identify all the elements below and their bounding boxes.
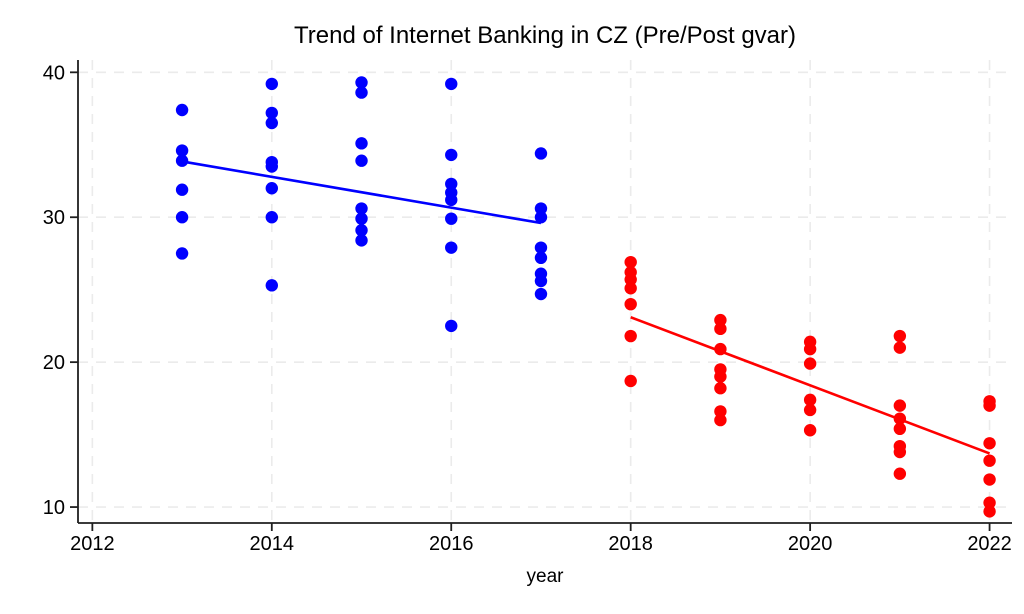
post-gvar-observations-point [893,341,907,354]
pre-gvar-observations-point [175,144,189,157]
pre-gvar-observations-point [355,76,368,89]
pre-gvar-observations-point [265,160,278,173]
post-gvar-observations-point [893,445,907,459]
post-gvar-observations-point [624,255,637,269]
pre-gvar-observations-point [175,247,189,260]
post-gvar-observations-point [983,454,996,467]
post-gvar-observations-point [714,313,727,327]
pre-gvar-observations-point [445,212,458,225]
post-gvar-observations-point [983,437,996,450]
post-gvar-observations-point [983,496,996,509]
post-gvar-observations-point [714,382,727,395]
pre-gvar-observations-point [534,211,548,224]
post-gvar-observations-point [624,273,637,286]
pre-gvar-observations-point [534,241,548,254]
pre-gvar-observations-point [445,319,458,333]
pre-gvar-linear-fit [181,160,542,225]
chart-title: Trend of Internet Banking in CZ (Pre/Pos… [294,22,796,49]
x-axis-label: year [526,566,564,587]
post-gvar-observations-point [803,403,817,417]
post-gvar-observations-point [624,297,637,311]
post-gvar-observations-point [714,370,727,383]
x-tick-label: 2012 [70,533,115,555]
pre-gvar-observations-point [175,154,189,167]
pre-gvar-observations-point [355,154,368,167]
pre-gvar-observations-point [175,211,189,224]
post-gvar-linear-fit [630,316,991,455]
pre-gvar-observations-point [445,193,458,207]
pre-gvar-observations-point [355,86,368,99]
pre-gvar-observations-point [355,212,368,225]
post-gvar-observations-point [714,405,727,418]
post-gvar-observations-point [983,473,996,486]
pre-gvar-observations-point [265,77,278,91]
post-gvar-observations-point [624,282,637,295]
pre-gvar-observations-point [534,202,548,215]
post-gvar-observations-point [803,357,817,370]
y-tick-label: 30 [43,207,65,229]
pre-gvar-observations-point [445,241,458,254]
post-gvar-observations-point [983,399,996,412]
pre-gvar-observations-point [265,106,278,120]
pre-gvar-observations-point [355,202,368,215]
pre-gvar-observations-point [265,279,278,292]
x-tick-label: 2020 [788,533,833,555]
pre-gvar-observations-point [265,182,278,195]
x-tick-label: 2016 [429,533,474,555]
post-gvar-observations-point [893,467,907,480]
pre-gvar-observations-point [445,177,458,191]
post-gvar-observations-point [983,505,996,518]
pre-gvar-observations-point [445,77,458,91]
post-gvar-observations-point [624,374,637,388]
pre-gvar-observations-point [445,148,458,162]
pre-gvar-observations-point [534,287,548,301]
pre-gvar-observations-point [355,234,368,247]
post-gvar-observations-point [714,322,727,336]
post-gvar-observations-point [803,342,817,356]
post-gvar-observations-point [803,424,817,437]
post-gvar-observations-point [714,413,727,427]
post-gvar-observations-point [624,329,637,343]
pre-gvar-observations-point [534,274,548,288]
y-tick-label: 40 [43,62,65,84]
pre-gvar-observations-point [265,116,278,130]
post-gvar-observations-point [893,329,907,343]
y-tick-label: 20 [43,352,65,374]
pre-gvar-observations-point [265,211,278,224]
y-tick-label: 10 [43,497,65,519]
x-tick-label: 2022 [967,533,1012,555]
pre-gvar-observations-point [175,183,189,196]
pre-gvar-observations-point [534,251,548,265]
pre-gvar-observations-point [355,224,368,237]
post-gvar-observations-point [893,422,907,436]
x-tick-label: 2018 [608,533,653,555]
pre-gvar-observations-point [175,103,189,117]
post-gvar-observations-point [893,399,907,412]
pre-gvar-observations-point [534,147,548,160]
x-tick-label: 2014 [250,533,295,555]
pre-gvar-observations-point [355,137,368,150]
post-gvar-observations-point [803,393,817,407]
